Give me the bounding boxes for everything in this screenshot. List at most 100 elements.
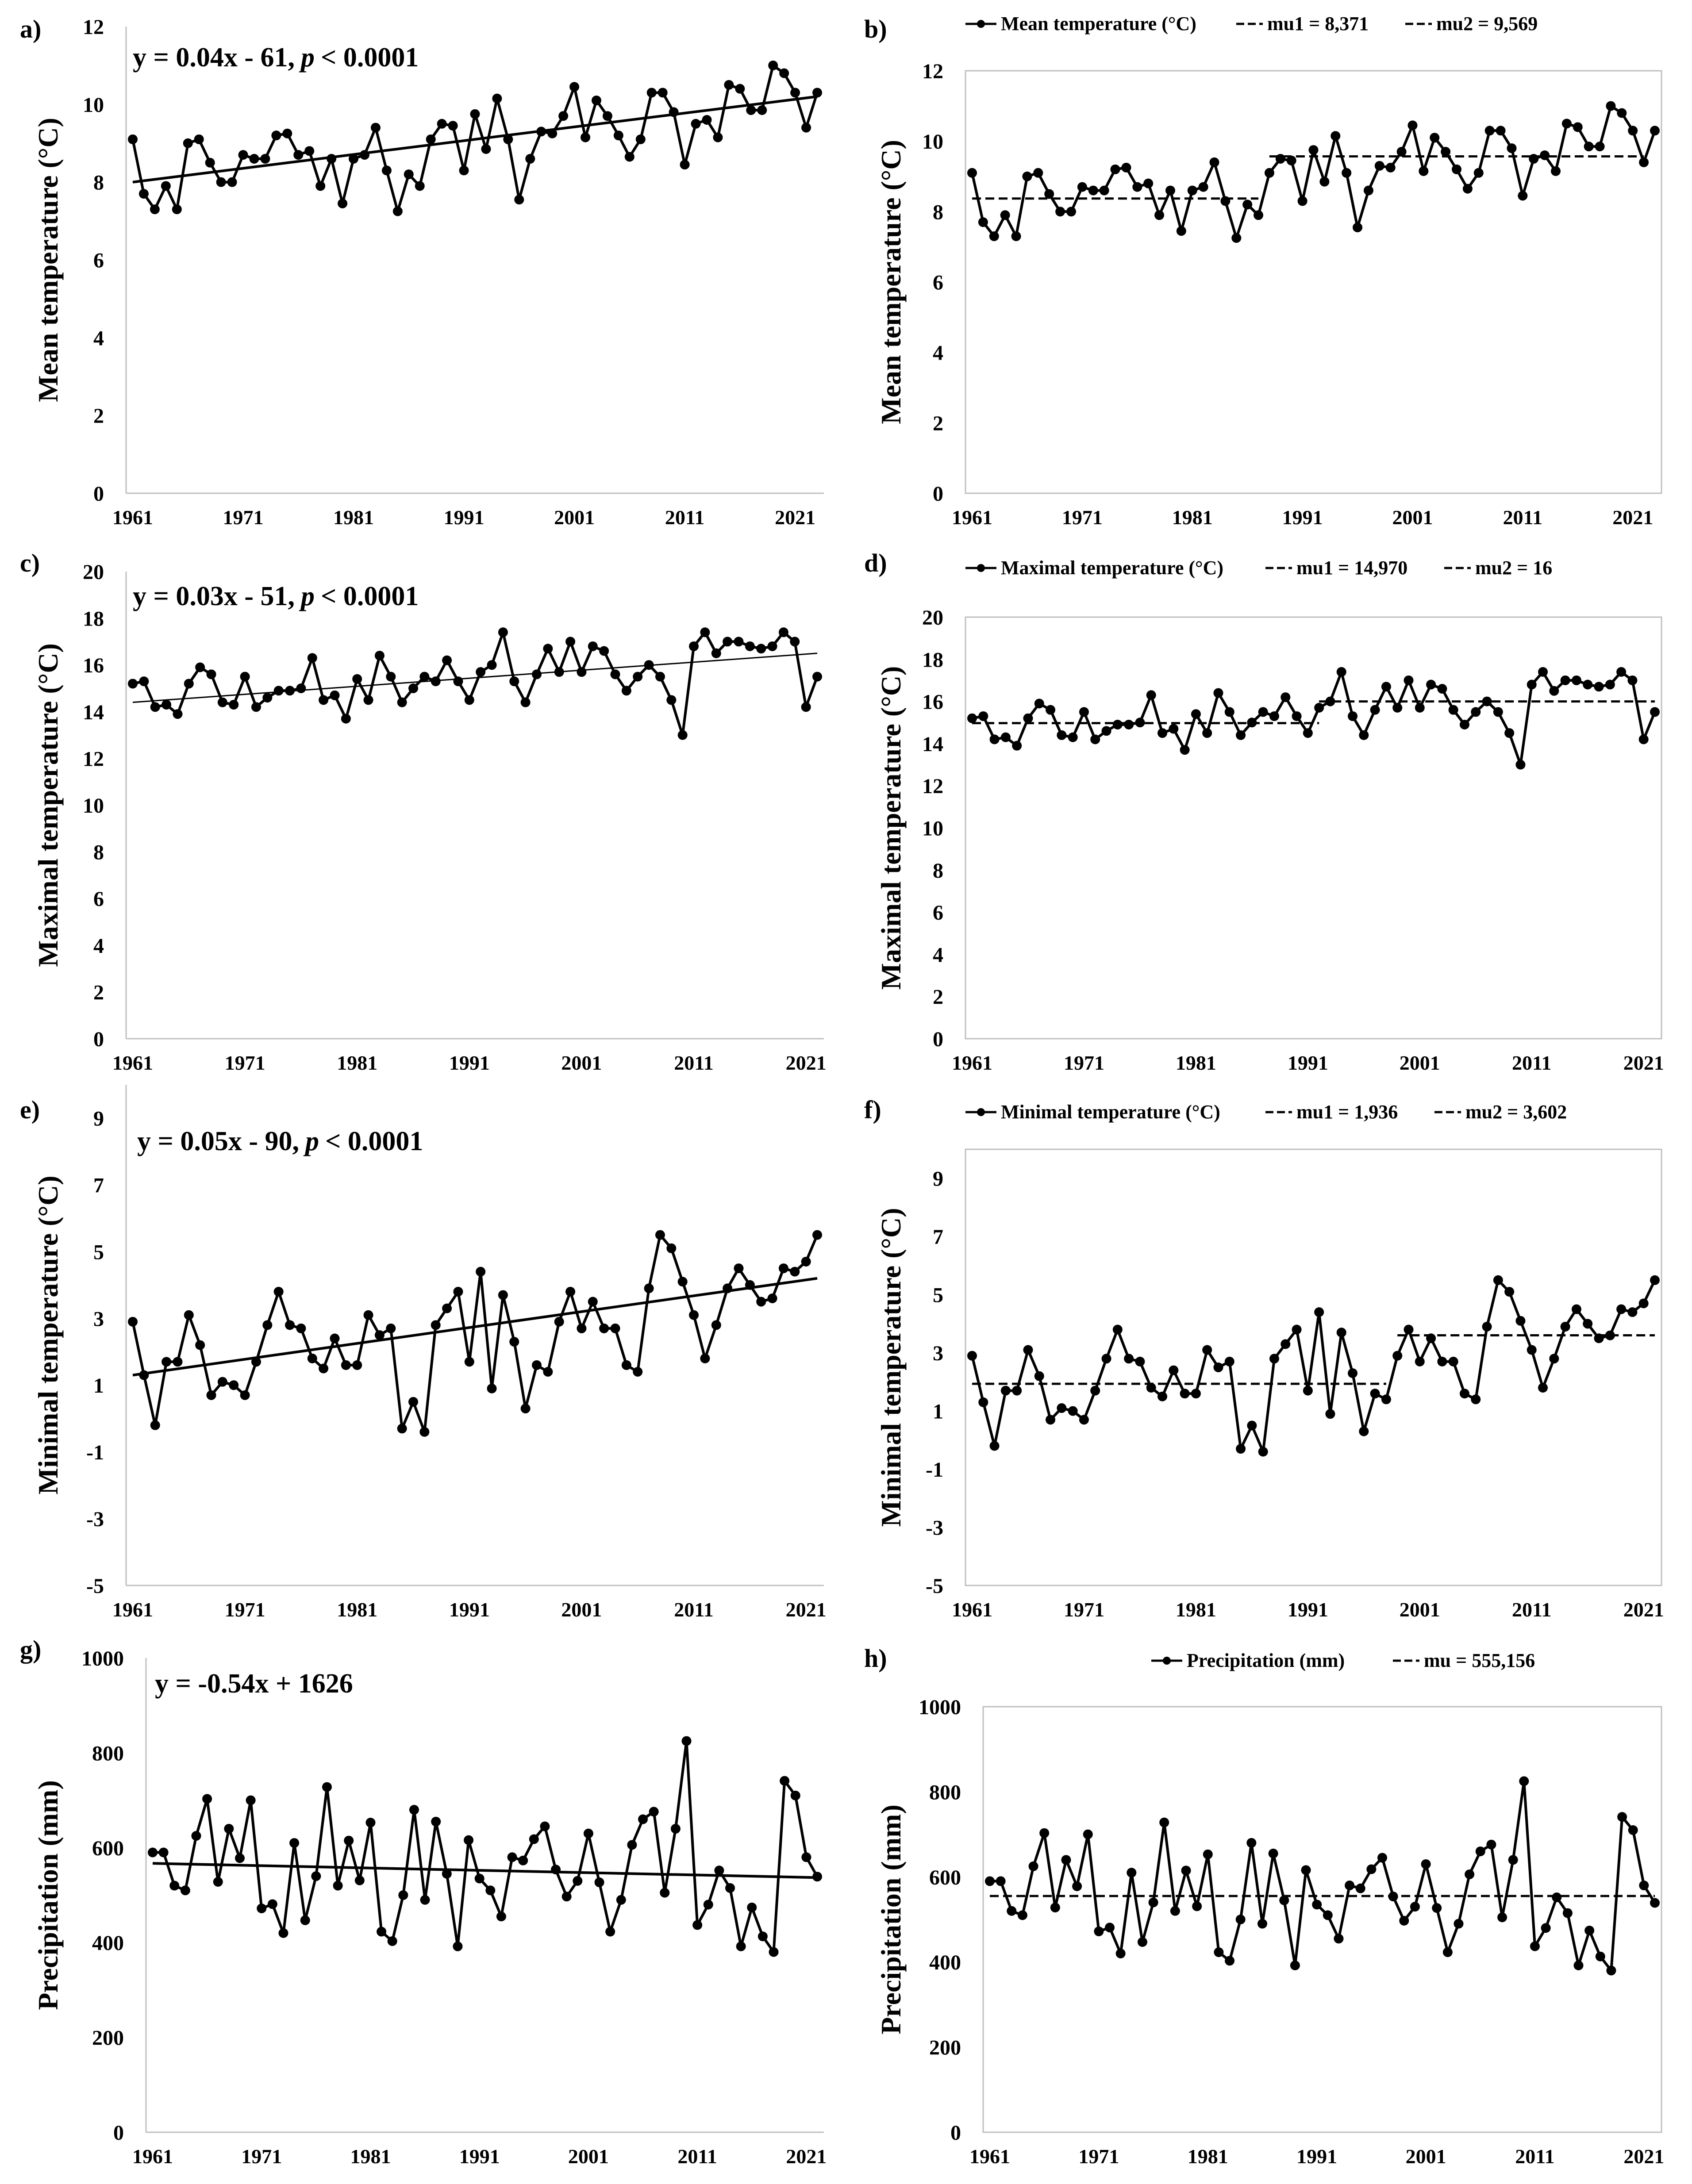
- data-point: [1628, 126, 1638, 136]
- data-point: [442, 1869, 452, 1879]
- data-point: [397, 697, 407, 707]
- data-point: [213, 1877, 223, 1887]
- data-point: [1471, 1394, 1481, 1405]
- data-point: [1275, 154, 1285, 164]
- data-point: [464, 695, 474, 705]
- data-point: [666, 1243, 677, 1253]
- data-point: [1057, 1403, 1067, 1413]
- x-tick-label: 1981: [1188, 2145, 1228, 2168]
- x-tick-label: 2001: [1400, 1598, 1440, 1621]
- data-point: [1028, 1861, 1038, 1871]
- data-point: [1560, 1321, 1570, 1332]
- data-point: [344, 1835, 354, 1846]
- data-point: [498, 1290, 508, 1300]
- data-point: [746, 105, 756, 115]
- data-point: [1254, 210, 1264, 220]
- x-tick-label: 2011: [1512, 1052, 1551, 1074]
- data-point: [1225, 1956, 1235, 1966]
- x-tick-label: 1971: [223, 506, 264, 529]
- data-point: [812, 1872, 822, 1882]
- y-tick-label: 6: [93, 887, 104, 911]
- data-point: [150, 702, 160, 712]
- data-point: [561, 1892, 572, 1902]
- data-point: [605, 1927, 615, 1937]
- data-point: [1297, 196, 1307, 206]
- data-point: [1101, 726, 1111, 736]
- data-point: [1515, 760, 1526, 770]
- data-point: [1538, 667, 1548, 677]
- data-point: [1605, 679, 1615, 690]
- x-tick-label: 2011: [1515, 2145, 1554, 2168]
- data-point: [1515, 1316, 1526, 1326]
- data-point: [646, 88, 657, 98]
- data-point: [386, 672, 396, 682]
- data-point: [1571, 675, 1581, 685]
- data-point: [801, 702, 811, 712]
- panel-label: b): [864, 15, 887, 43]
- data-point: [1504, 1287, 1515, 1297]
- y-tick-label: 1: [933, 1400, 943, 1424]
- data-point: [790, 637, 800, 647]
- data-point: [725, 1883, 735, 1893]
- data-point: [1292, 711, 1302, 721]
- data-point: [1562, 1908, 1573, 1918]
- data-point: [1236, 730, 1246, 740]
- data-point: [1573, 122, 1583, 132]
- data-point: [577, 1323, 587, 1333]
- data-point: [558, 111, 569, 121]
- data-point: [1303, 728, 1313, 738]
- data-point: [319, 695, 329, 705]
- legend-marker: [977, 564, 985, 572]
- data-point: [1180, 1389, 1190, 1399]
- data-point: [409, 1805, 419, 1815]
- data-point: [540, 1821, 550, 1831]
- data-point: [1366, 1864, 1377, 1874]
- data-point: [1170, 1906, 1180, 1916]
- data-point: [1606, 1965, 1616, 1976]
- y-tick-label: 9: [933, 1167, 943, 1191]
- legend-label: mu2 = 3,602: [1465, 1101, 1567, 1123]
- y-tick-label: 200: [92, 2027, 124, 2050]
- data-point: [1143, 178, 1154, 188]
- data-point: [1415, 702, 1425, 713]
- data-point: [1359, 1426, 1369, 1436]
- data-point: [1224, 1356, 1234, 1366]
- y-tick-label: 5: [93, 1240, 104, 1264]
- data-point: [735, 84, 745, 94]
- data-point: [397, 1424, 407, 1434]
- data-point: [1169, 1365, 1179, 1375]
- data-point: [1055, 207, 1065, 217]
- data-point: [1605, 1330, 1615, 1340]
- data-point: [307, 653, 317, 663]
- data-point: [1616, 1304, 1627, 1314]
- x-tick-label: 2021: [1612, 506, 1653, 529]
- regression-equation: y = 0.03x - 51, p < 0.0001: [133, 581, 419, 611]
- data-point: [658, 88, 668, 98]
- data-point: [583, 1828, 593, 1839]
- data-point: [1314, 1307, 1324, 1317]
- data-point: [1224, 707, 1234, 717]
- data-point: [377, 1927, 387, 1937]
- data-point: [723, 1283, 733, 1294]
- y-tick-label: -1: [926, 1458, 943, 1482]
- data-point: [1595, 142, 1605, 152]
- data-point: [714, 1865, 724, 1876]
- panel-label: f): [864, 1095, 881, 1124]
- x-tick-label: 2001: [568, 2145, 609, 2168]
- data-point: [996, 1876, 1006, 1886]
- y-axis-title: Maximal temperature (°C): [32, 643, 64, 967]
- data-point: [363, 1310, 373, 1320]
- y-tick-label: 3: [93, 1307, 104, 1331]
- y-tick-label: 10: [922, 817, 943, 841]
- data-point: [1090, 734, 1100, 745]
- data-point: [1430, 133, 1440, 143]
- data-point: [1475, 1846, 1485, 1857]
- data-point: [1482, 1321, 1492, 1332]
- data-point: [487, 660, 497, 670]
- data-point: [183, 138, 193, 148]
- y-tick-label: -5: [86, 1574, 104, 1598]
- data-point: [1247, 1420, 1257, 1431]
- y-tick-label: -3: [926, 1516, 943, 1540]
- data-point: [768, 60, 778, 70]
- data-point: [1264, 168, 1274, 178]
